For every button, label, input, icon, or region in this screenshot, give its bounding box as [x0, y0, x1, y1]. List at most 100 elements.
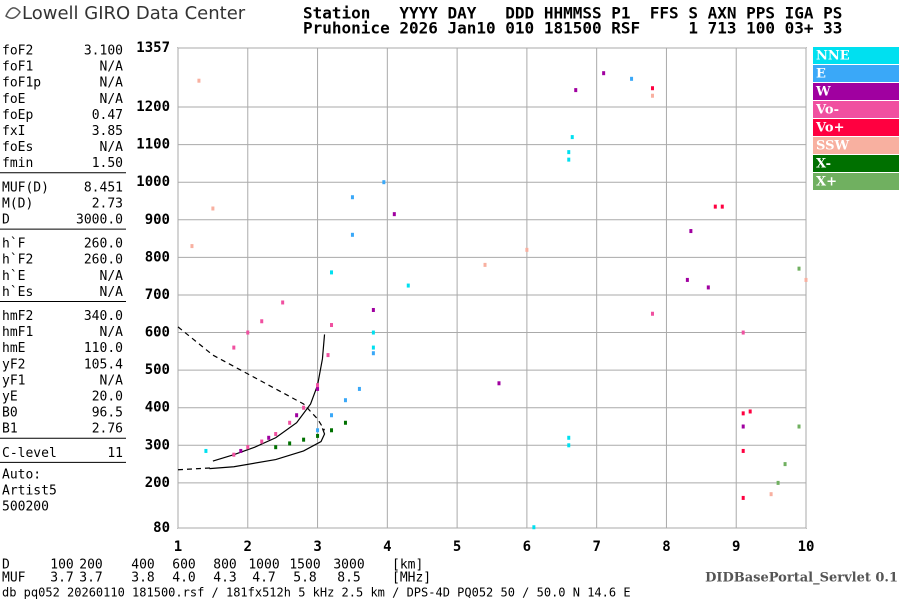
echo: [232, 345, 236, 350]
param-name: MUF(D): [2, 180, 49, 195]
y-tick-label: 600: [145, 325, 170, 341]
param-value: 96.5: [92, 406, 123, 421]
y-tick-label: 400: [145, 400, 170, 416]
y-tick-label: 800: [145, 249, 170, 265]
echo: [330, 428, 334, 433]
echo: [689, 229, 693, 234]
legend-label: NNE: [816, 49, 850, 64]
header-row: Pruhonice 2026 Jan10 010 181500 RSF 1 71…: [303, 19, 842, 38]
echo: [204, 448, 208, 453]
plot-frame: [177, 47, 807, 529]
legend-swatch: [813, 173, 899, 190]
param-name: hmE: [2, 341, 25, 356]
echo: [392, 212, 396, 217]
x-tick-label: 6: [523, 539, 531, 555]
echo: [330, 413, 334, 418]
param-name: fxI: [2, 124, 25, 139]
echo: [741, 424, 745, 429]
param-value: 2.76: [92, 422, 123, 437]
echo: [288, 441, 292, 446]
echo: [483, 262, 487, 267]
echo: [706, 285, 710, 290]
legend-label: E: [816, 67, 826, 82]
d-value: [km]: [392, 558, 423, 573]
trace: [212, 334, 326, 462]
x-tick-label: 7: [592, 539, 600, 555]
param-name: yF1: [2, 373, 25, 388]
y-tick-label: 1000: [136, 174, 170, 190]
echo: [797, 266, 801, 271]
auto-label: 500200: [2, 500, 49, 515]
param-value: 1.50: [92, 156, 123, 171]
echo: [525, 247, 529, 252]
echo: [650, 93, 654, 98]
echo: [288, 420, 292, 425]
legend-label: W: [815, 85, 831, 100]
legend-label: SSW: [816, 139, 849, 154]
param-value: 110.0: [84, 341, 123, 356]
echo: [371, 330, 375, 335]
echo: [650, 86, 654, 91]
echo: [371, 351, 375, 356]
param-name: B1: [2, 422, 18, 437]
echo: [574, 88, 578, 93]
muf-value: 4.0: [172, 571, 195, 586]
trace: [177, 467, 213, 471]
y-tick-label: 200: [145, 475, 170, 491]
param-name: foEp: [2, 108, 33, 123]
param-value: 260.0: [84, 237, 123, 252]
echo: [232, 452, 236, 457]
echo: [326, 353, 330, 358]
muf-value: 4.3: [213, 571, 236, 586]
legend-swatch: [813, 47, 899, 64]
param-name: hmF1: [2, 325, 33, 340]
muf-label: MUF: [2, 571, 26, 586]
param-value: 11: [107, 446, 123, 461]
echo: [343, 398, 347, 403]
param-name: foE: [2, 92, 25, 107]
y-tick-label: 300: [145, 437, 170, 453]
param-value: 3000.0: [76, 213, 123, 228]
echo: [350, 195, 354, 200]
param-name: yF2: [2, 357, 25, 372]
param-value: 3.85: [92, 124, 123, 139]
param-value: 20.0: [92, 390, 123, 405]
legend-swatch: [813, 65, 899, 82]
legend-label: X+: [816, 175, 837, 190]
param-value: 105.4: [84, 357, 123, 372]
echo: [804, 277, 808, 282]
param-name: foEs: [2, 140, 33, 155]
echo: [797, 424, 801, 429]
x-tick-label: 2: [244, 539, 252, 555]
x-tick-label: 4: [383, 539, 391, 555]
echo: [406, 283, 410, 288]
param-value: 2.73: [92, 196, 123, 211]
param-name: M(D): [2, 196, 33, 211]
echo: [302, 405, 306, 410]
trace: [209, 428, 326, 470]
muf-value: 3.7: [79, 571, 102, 586]
echo: [748, 409, 752, 414]
echo: [330, 323, 334, 328]
legend-label: Vo-: [815, 103, 839, 118]
x-tick-label: 9: [732, 539, 740, 555]
muf-value: 8.5: [337, 571, 360, 586]
d-value: 400: [131, 558, 154, 573]
muf-value: 5.8: [293, 571, 316, 586]
param-name: fmin: [2, 156, 33, 171]
echo: [316, 383, 320, 388]
param-value: N/A: [100, 60, 124, 75]
echo: [190, 244, 194, 249]
x-tick-label: 3: [313, 539, 321, 555]
muf-value: 3.7: [50, 571, 73, 586]
echo: [316, 433, 320, 438]
echo: [295, 413, 299, 418]
d-value: 800: [213, 558, 236, 573]
y-tick-label: 500: [145, 362, 170, 378]
echo: [211, 206, 215, 211]
echo: [197, 78, 201, 83]
echo: [567, 157, 571, 162]
echo: [567, 443, 571, 448]
param-value: 340.0: [84, 309, 123, 324]
